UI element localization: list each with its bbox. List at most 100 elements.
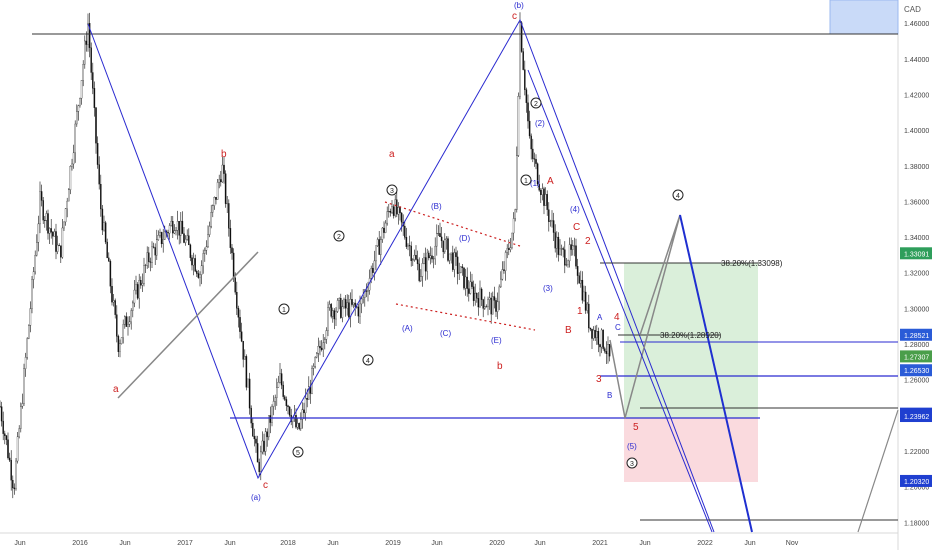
fib-label-1: 38.20%(1.33098)	[721, 259, 783, 268]
candle	[512, 212, 515, 241]
candle	[221, 156, 224, 183]
wave-label-2: 2	[585, 236, 591, 247]
wave-label-b-paren: (b)	[514, 1, 524, 10]
wave-label-C-paren: (C)	[440, 329, 451, 338]
candle	[285, 396, 288, 412]
wave-label-A-small: A	[597, 313, 603, 322]
candle	[436, 224, 438, 256]
candle	[74, 120, 76, 163]
candle	[160, 231, 163, 248]
candle	[423, 252, 425, 265]
candle	[63, 221, 65, 231]
candle	[0, 401, 3, 427]
candle	[466, 267, 468, 297]
candle	[533, 152, 536, 167]
candle	[242, 340, 244, 368]
candle	[173, 224, 176, 235]
candle	[72, 144, 75, 169]
candle	[527, 94, 529, 129]
candle	[453, 248, 456, 278]
triangle-upper-line	[384, 201, 521, 247]
candle	[202, 249, 204, 274]
candle	[80, 80, 83, 105]
candle	[175, 226, 177, 236]
candle	[266, 428, 268, 447]
circled-label: 2	[333, 230, 345, 242]
candle	[520, 20, 523, 53]
candle	[556, 231, 558, 258]
candle	[397, 202, 400, 225]
candle	[56, 235, 59, 255]
candle	[532, 138, 534, 163]
wave-label-B-small: B	[607, 391, 612, 400]
candle	[136, 282, 139, 300]
time-axis[interactable]: Jun 2016 Jun 2017 Jun 2018 Jun 2019 Jun 2020 Jun 20…	[14, 540, 798, 547]
candle	[250, 405, 252, 429]
candle	[301, 402, 304, 429]
candle	[188, 228, 190, 246]
candle	[106, 238, 108, 259]
y-tick-label: 1.28000	[904, 342, 929, 349]
candle	[330, 303, 332, 319]
candle	[240, 322, 243, 343]
candle	[376, 237, 379, 248]
candle	[525, 87, 528, 113]
candle	[554, 224, 556, 253]
candle	[34, 250, 36, 275]
candle	[132, 300, 134, 318]
candle	[66, 197, 68, 218]
candle	[517, 92, 520, 158]
candle	[309, 379, 312, 404]
price-tag	[900, 364, 932, 377]
x-tick-label: 2017	[177, 540, 193, 547]
candle	[47, 209, 49, 240]
price-tag-label: 1.20320	[904, 479, 929, 486]
wave-label-5: 5	[633, 422, 639, 433]
candle	[460, 266, 462, 274]
candle	[335, 307, 337, 327]
wave-label-B: B	[565, 325, 572, 336]
candle	[437, 225, 440, 236]
candle	[312, 363, 315, 376]
candle	[79, 97, 81, 108]
candle	[226, 196, 228, 213]
candle	[204, 247, 206, 262]
candle	[386, 206, 388, 226]
candle	[276, 378, 278, 406]
candle	[282, 381, 284, 400]
candle	[8, 452, 11, 463]
candle	[552, 212, 555, 242]
candle	[210, 204, 212, 229]
candle	[322, 334, 324, 357]
candle	[548, 202, 550, 232]
candle	[442, 240, 444, 259]
candle	[471, 273, 473, 290]
circled-label: 3	[626, 457, 638, 469]
price-tag	[900, 410, 932, 423]
wave-label-B-paren: (B)	[431, 202, 442, 211]
candle	[288, 406, 291, 417]
candle	[568, 237, 571, 268]
blue-projection-line	[679, 214, 753, 533]
candle	[538, 174, 540, 192]
price-axis[interactable]: 1.180001.200001.220001.240001.260001.280…	[904, 21, 929, 527]
candle	[332, 307, 334, 323]
candle	[92, 62, 94, 95]
y-tick-label: 1.36000	[904, 199, 929, 206]
candle	[415, 245, 417, 261]
candle	[268, 415, 270, 441]
candle	[440, 226, 443, 248]
x-tick-label: Jun	[224, 540, 235, 547]
wave-label-a1: a	[113, 384, 119, 395]
wave-label-A: A	[547, 176, 554, 187]
candle	[341, 299, 344, 323]
candle	[474, 283, 476, 306]
candle	[37, 215, 40, 252]
candle	[220, 171, 222, 187]
candle	[580, 270, 582, 288]
candle	[602, 329, 604, 351]
candle	[208, 221, 211, 238]
candle	[271, 404, 273, 427]
